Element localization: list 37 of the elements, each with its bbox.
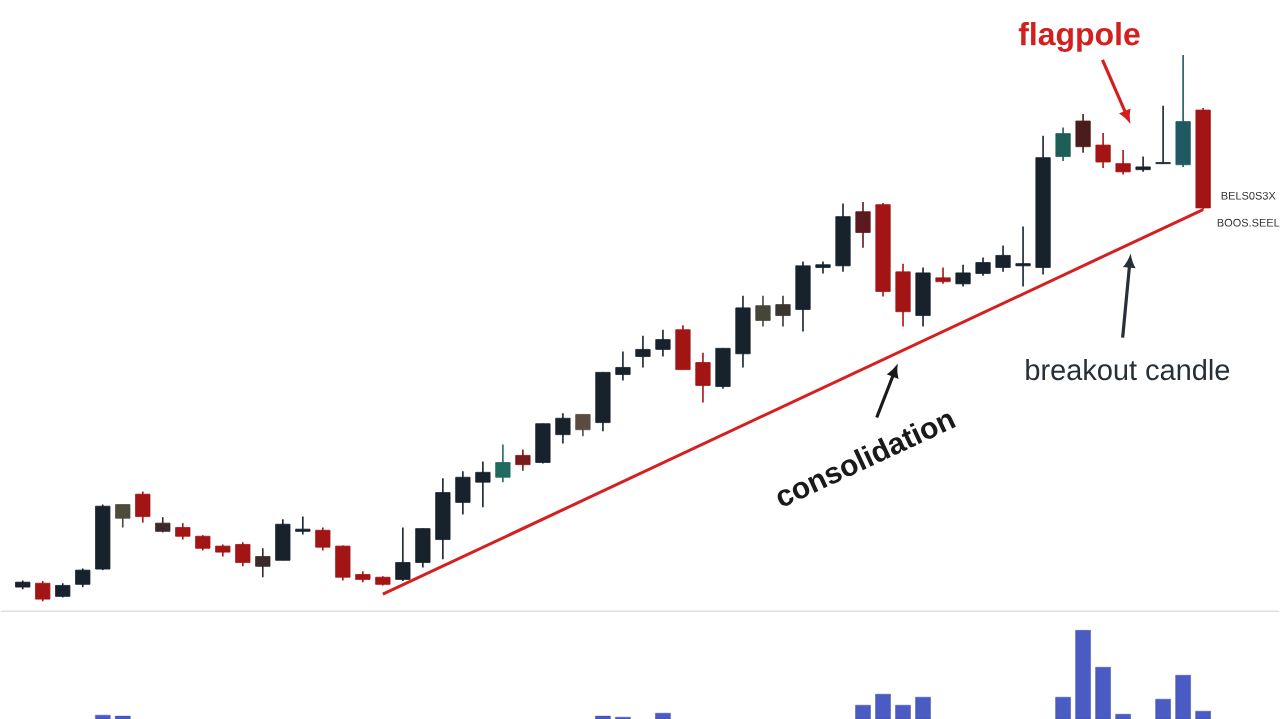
- text: BELS0S3X: [1221, 191, 1276, 200]
- candlestick: [1155, 104, 1171, 165]
- candlestick: [995, 244, 1011, 273]
- candlestick: [35, 580, 51, 603]
- candlestick: [235, 541, 251, 568]
- bar: [1075, 629, 1091, 719]
- candlestick: [1135, 155, 1151, 173]
- candlestick: [315, 526, 331, 552]
- text: flagpole: [1018, 21, 1140, 52]
- annotation: breakout candle: [1026, 358, 1230, 381]
- candlestick: [255, 547, 271, 578]
- candlestick: [955, 263, 971, 288]
- candlestick: [395, 526, 411, 582]
- candlestick: [135, 490, 151, 524]
- candlestick: [1015, 225, 1031, 288]
- candlestick: [75, 567, 91, 588]
- bar: [1095, 666, 1111, 719]
- candlestick: [1095, 132, 1111, 169]
- candlestick: [655, 328, 671, 358]
- candlestick: [635, 334, 651, 369]
- candlestick: [855, 201, 871, 249]
- candlestick: [1115, 149, 1131, 176]
- candlestick: [115, 503, 131, 529]
- candlestick: [1055, 126, 1071, 162]
- candlestick: [475, 460, 491, 509]
- candlestick: [975, 256, 991, 277]
- text: BOOS.SEEL: [1217, 218, 1280, 227]
- candlestick: [775, 295, 791, 328]
- candlestick: [755, 295, 771, 328]
- candlestick: [555, 412, 571, 445]
- candlestick: [935, 266, 951, 285]
- candlestick: [495, 443, 511, 483]
- candlestick: [575, 413, 591, 438]
- candlestick: [515, 448, 531, 472]
- candlestick: [695, 351, 711, 404]
- candlestick: [295, 515, 311, 536]
- candlestick: [615, 350, 631, 382]
